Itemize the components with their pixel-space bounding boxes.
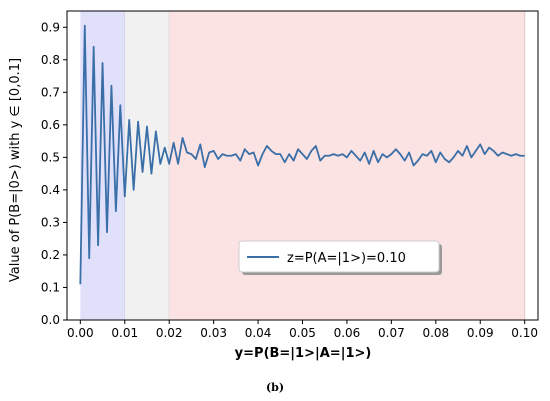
y-axis: 0.0 0.1 0.2 0.3 0.4 0.5 0.6 0.7 0.8 0.9 (41, 20, 67, 327)
x-tick-label-4: 0.04 (245, 326, 272, 340)
x-tick-label-10: 0.10 (511, 326, 538, 340)
x-axis-label: y=P(B=|1>|A=|1>) (235, 346, 372, 361)
x-tick-label-5: 0.05 (289, 326, 316, 340)
y-tick-label-8: 0.8 (41, 53, 60, 67)
x-tick-label-2: 0.02 (156, 326, 183, 340)
x-axis: 0.00 0.01 0.02 0.03 0.04 0.05 0.06 0.07 0.08 0.09… (67, 320, 538, 340)
y-tick-label-1: 0.1 (41, 280, 60, 294)
legend: z=P(A=|1>)=0.10 (238, 240, 442, 275)
y-tick-label-0: 0.0 (41, 313, 60, 327)
x-tick-label-7: 0.07 (378, 326, 405, 340)
figure-caption: (b) (265, 381, 285, 394)
x-tick-label-9: 0.09 (467, 326, 494, 340)
y-tick-label-6: 0.6 (41, 118, 60, 132)
x-tick-label-1: 0.01 (111, 326, 138, 340)
y-tick-label-2: 0.2 (41, 248, 60, 262)
x-tick-label-8: 0.08 (422, 326, 449, 340)
y-tick-label-3: 0.3 (41, 215, 60, 229)
series-layer (79, 24, 525, 285)
legend-entry: z=P(A=|1>)=0.10 (287, 251, 406, 266)
x-tick-label-6: 0.06 (334, 326, 361, 340)
series-line-0 (79, 24, 525, 285)
y-tick-label-7: 0.7 (41, 85, 60, 99)
y-tick-label-9: 0.9 (41, 20, 60, 34)
y-axis-label: Value of P(B=|0>) with y ∈ [0,0.1] (8, 58, 23, 282)
y-tick-label-5: 0.5 (41, 150, 60, 164)
y-tick-label-4: 0.4 (41, 183, 60, 197)
x-tick-label-3: 0.03 (200, 326, 227, 340)
legend-box (238, 240, 440, 273)
x-tick-label-0: 0.00 (67, 326, 94, 340)
